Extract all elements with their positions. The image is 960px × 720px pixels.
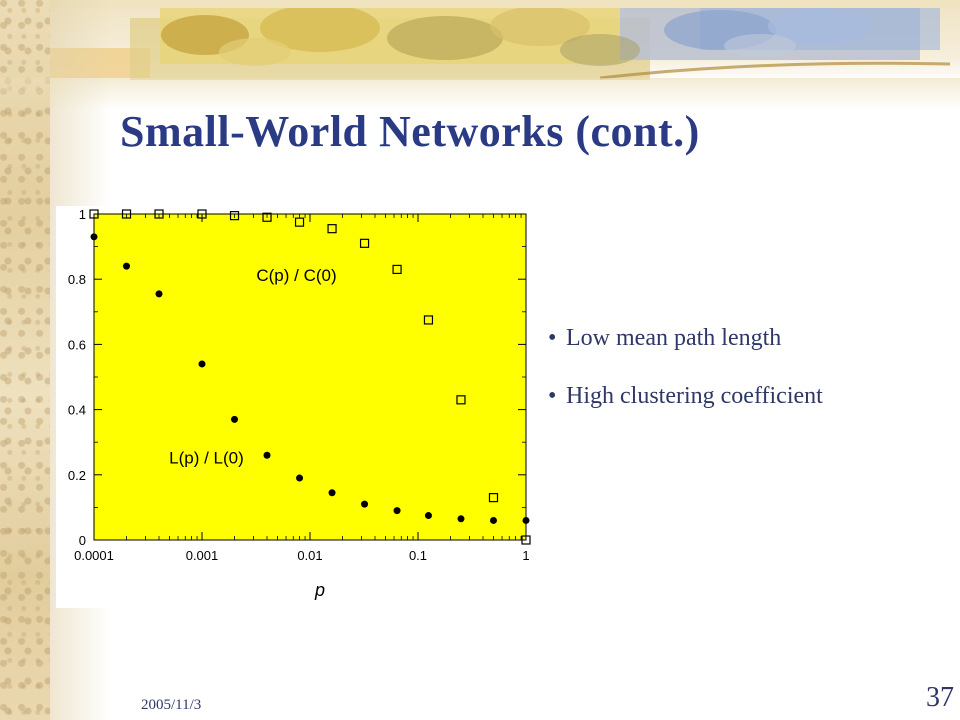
- path-length-point: [489, 516, 497, 524]
- path-length-point: [263, 451, 271, 459]
- path-length-point: [522, 516, 530, 524]
- clustering-point: [121, 209, 132, 219]
- path-length-point: [155, 290, 163, 298]
- slide-title: Small-World Networks (cont.): [120, 107, 700, 156]
- y-tick-label: 0.4: [68, 403, 86, 418]
- path-length-point: [424, 512, 432, 520]
- path-length-point: [231, 415, 239, 423]
- x-tick-label: 0.01: [297, 548, 322, 563]
- small-world-chart: 0.0001 0.001 0.01 0.1 1 0 0.2 0.4 0.6 0.8 1 p C(p) /…: [68, 207, 531, 600]
- path-length-point: [361, 500, 369, 508]
- clustering-point: [392, 264, 402, 275]
- bullet-marker: •: [548, 383, 557, 409]
- clustering-point: [327, 224, 337, 234]
- clustering-point: [262, 212, 272, 222]
- clustering-point: [521, 535, 531, 545]
- path-length-point: [198, 360, 206, 368]
- parchment-strip: [0, 0, 50, 720]
- banner-shadow: [0, 78, 960, 110]
- series-label-clustering: C(p) / C(0): [256, 266, 336, 285]
- bullet-text-clustering: High clustering coefficient: [566, 383, 823, 409]
- bullet-item: • High clustering coefficient: [548, 380, 948, 438]
- bullet-marker: •: [548, 325, 557, 351]
- leaf-banner-image: [0, 0, 960, 80]
- plot-area: [93, 213, 527, 541]
- clustering-point: [294, 217, 305, 227]
- clustering-point: [89, 209, 99, 219]
- y-tick-label: 0: [79, 533, 86, 548]
- clustering-point: [423, 315, 434, 325]
- y-tick-label: 0.6: [68, 337, 86, 352]
- x-tick-label: 0.1: [409, 548, 427, 563]
- path-length-point: [123, 262, 131, 270]
- path-length-point: [90, 233, 98, 241]
- path-length-point: [328, 489, 336, 497]
- series-label-path-length: L(p) / L(0): [169, 448, 244, 467]
- path-length-point: [457, 515, 465, 523]
- footer-date: 2005/11/3: [141, 697, 202, 713]
- y-tick-label: 1: [79, 207, 86, 222]
- x-tick-label: 1: [522, 548, 529, 563]
- bullet-item: • Low mean path length: [548, 322, 948, 380]
- path-length-point: [296, 474, 304, 482]
- x-tick-label: 0.001: [186, 548, 219, 563]
- bullet-text-path-length: Low mean path length: [566, 325, 782, 351]
- path-length-point: [393, 507, 401, 515]
- x-axis-label: p: [314, 580, 325, 600]
- y-tick-label: 0.8: [68, 272, 86, 287]
- clustering-point: [488, 493, 499, 503]
- x-tick-label: 0.0001: [74, 548, 114, 563]
- clustering-point: [229, 211, 240, 221]
- page-number: 37: [926, 682, 954, 713]
- clustering-point: [359, 238, 370, 248]
- clustering-point: [456, 395, 466, 405]
- chart-figure: 0.0001 0.001 0.01 0.1 1 0 0.2 0.4 0.6 0.8 1 p C(p) /…: [56, 206, 534, 608]
- y-tick-label: 0.2: [68, 468, 86, 483]
- clustering-point: [154, 209, 164, 219]
- clustering-point: [197, 209, 207, 219]
- bullet-list: • Low mean path length • High clustering c…: [548, 322, 948, 438]
